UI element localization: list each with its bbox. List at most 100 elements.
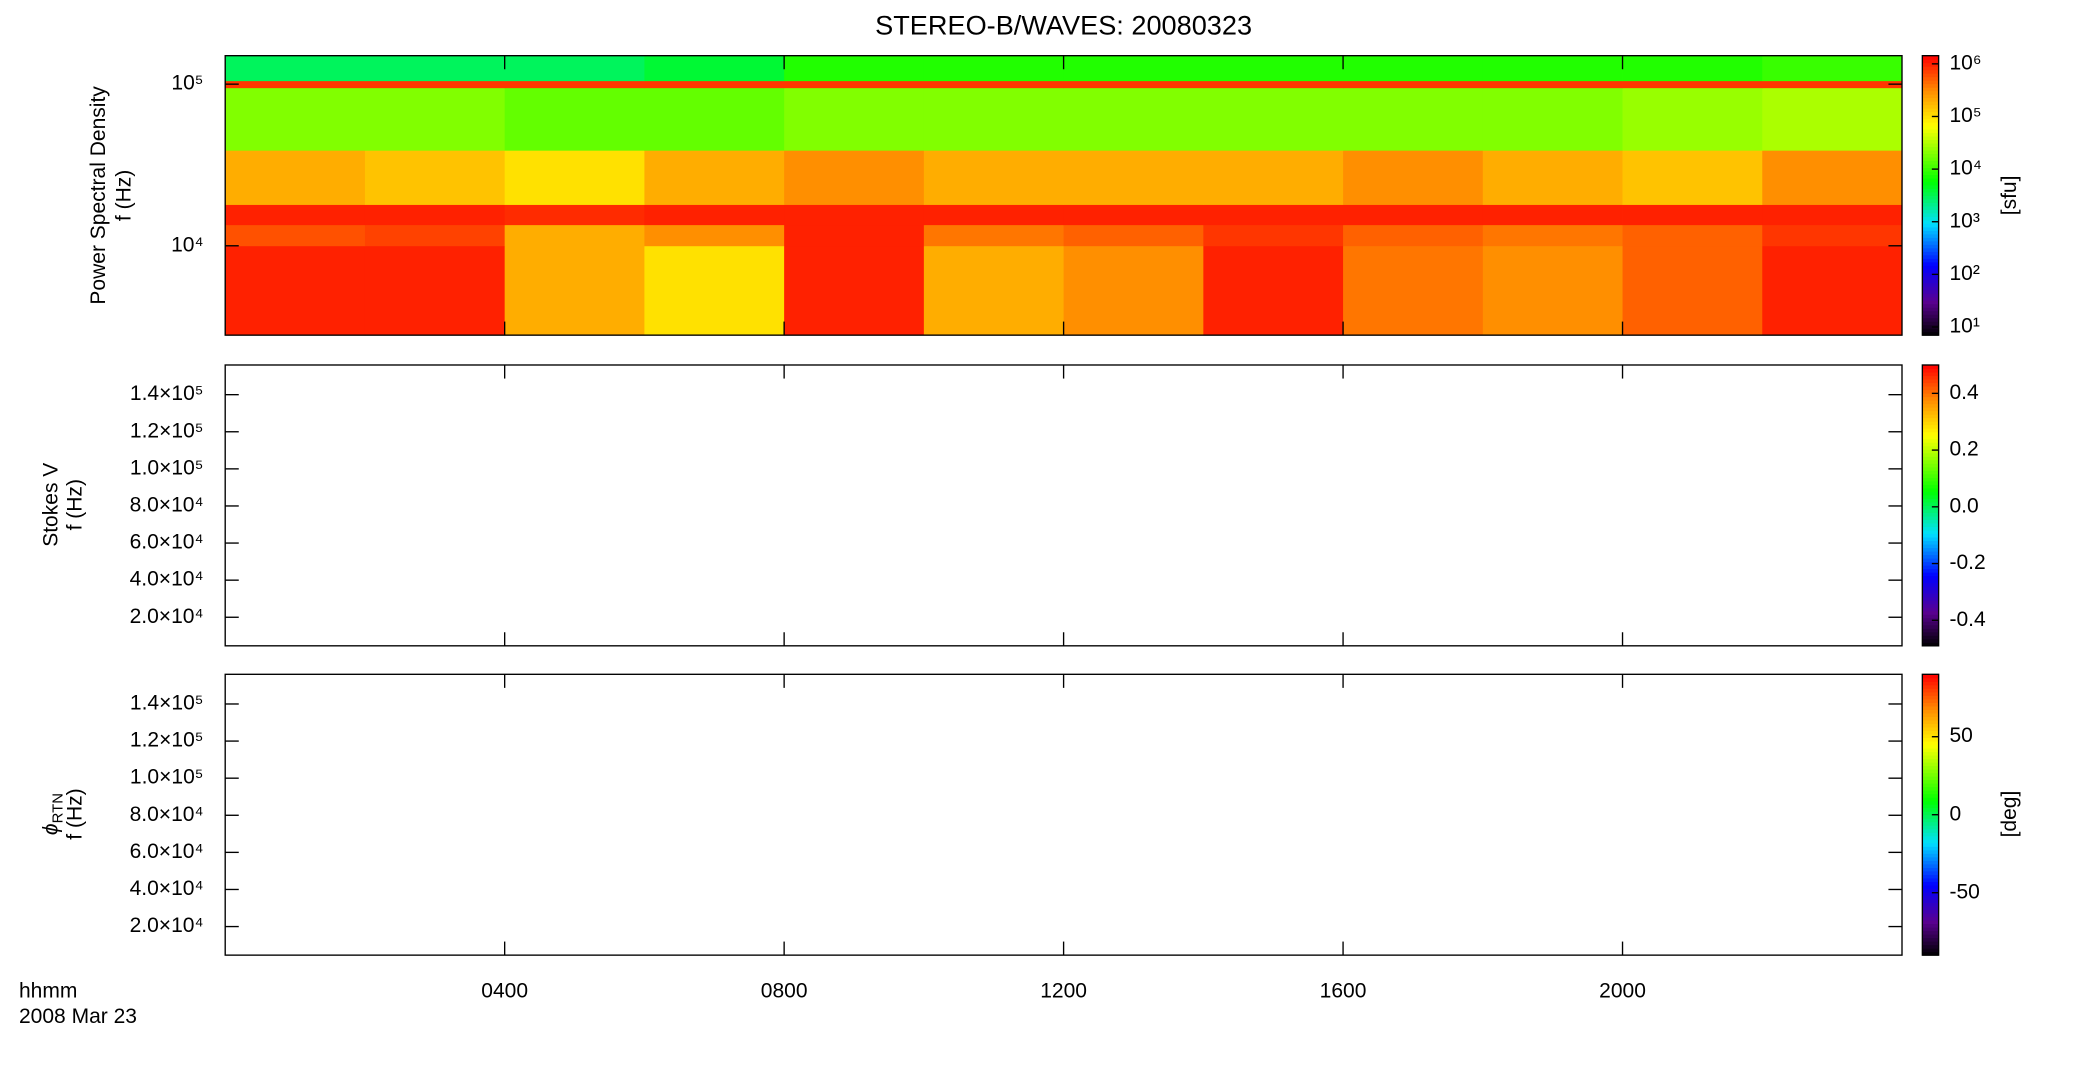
heatmap-cell bbox=[225, 55, 366, 82]
heatmap-cell bbox=[1343, 150, 1484, 205]
colorbar-swatch bbox=[1922, 712, 1939, 717]
heatmap-cell bbox=[1203, 150, 1344, 205]
plot-frame bbox=[224, 673, 1903, 956]
colorbar-swatch bbox=[1922, 705, 1939, 710]
colorbar-swatch bbox=[1922, 177, 1939, 182]
colorbar-swatch bbox=[1922, 790, 1939, 795]
colorbar-swatch bbox=[1922, 765, 1939, 770]
colorbar-swatch bbox=[1922, 934, 1939, 939]
plot-frame bbox=[224, 364, 1903, 647]
colorbar-swatch bbox=[1922, 491, 1939, 496]
colorbar-swatch bbox=[1922, 275, 1939, 280]
heatmap-cell bbox=[504, 204, 645, 226]
y-tick-label: 8.0×10⁴ bbox=[130, 494, 204, 517]
colorbar-swatch bbox=[1922, 477, 1939, 482]
colorbar-swatch bbox=[1922, 860, 1939, 865]
heatmap-cell bbox=[923, 87, 1065, 151]
colorbar-swatch bbox=[1922, 621, 1939, 626]
colorbar-swatch bbox=[1922, 554, 1939, 559]
heatmap-cell bbox=[225, 150, 366, 205]
heatmap-cell bbox=[1622, 87, 1763, 151]
heatmap-cell bbox=[225, 80, 366, 89]
colorbar-swatch bbox=[1922, 129, 1939, 134]
colorbar-tick-label: -50 bbox=[1949, 880, 1979, 903]
colorbar-swatch bbox=[1922, 723, 1939, 728]
colorbar-swatch bbox=[1922, 205, 1939, 210]
heatmap-cell bbox=[644, 55, 785, 82]
heatmap-cell bbox=[504, 150, 645, 205]
colorbar-swatch bbox=[1922, 702, 1939, 707]
heatmap-cell bbox=[1063, 204, 1204, 226]
colorbar-swatch bbox=[1922, 814, 1939, 819]
colorbar-swatch bbox=[1922, 279, 1939, 284]
colorbar-swatch bbox=[1922, 515, 1939, 520]
colorbar-swatch bbox=[1922, 487, 1939, 492]
y-tick-label: 6.0×10⁴ bbox=[130, 531, 204, 554]
colorbar-swatch bbox=[1922, 586, 1939, 591]
colorbar-swatch bbox=[1922, 368, 1939, 373]
heatmap-cell bbox=[1482, 55, 1623, 82]
colorbar-swatch bbox=[1922, 505, 1939, 510]
y-tick-label: 10⁴ bbox=[171, 233, 203, 256]
colorbar-swatch bbox=[1922, 508, 1939, 513]
heatmap-cell bbox=[504, 245, 645, 336]
colorbar-swatch bbox=[1922, 328, 1939, 333]
colorbar-swatch bbox=[1922, 181, 1939, 186]
heatmap-cell bbox=[1762, 224, 1903, 247]
colorbar-swatch bbox=[1922, 317, 1939, 322]
colorbar-swatch bbox=[1922, 758, 1939, 763]
colorbar-swatch bbox=[1922, 160, 1939, 165]
colorbar-swatch bbox=[1922, 726, 1939, 732]
colorbar-swatch bbox=[1922, 863, 1939, 868]
colorbar-swatch bbox=[1922, 296, 1939, 301]
colorbar-swatch bbox=[1922, 674, 1939, 679]
colorbar-swatch bbox=[1922, 55, 1939, 60]
colorbar-swatch bbox=[1922, 779, 1939, 784]
colorbar-swatch bbox=[1922, 741, 1939, 746]
heatmap-cell bbox=[784, 55, 925, 82]
colorbar-swatch bbox=[1922, 80, 1939, 85]
colorbar-swatch bbox=[1922, 582, 1939, 587]
colorbar-swatch bbox=[1922, 884, 1939, 889]
colorbar-swatch bbox=[1922, 170, 1939, 175]
colorbar-swatch bbox=[1922, 909, 1939, 914]
colorbar-swatch bbox=[1922, 184, 1939, 189]
colorbar-swatch bbox=[1922, 261, 1939, 266]
heatmap-cell bbox=[784, 245, 925, 336]
colorbar-swatch bbox=[1922, 226, 1939, 231]
colorbar-swatch bbox=[1922, 198, 1939, 203]
heatmap-cell bbox=[1762, 55, 1903, 82]
heatmap-cell bbox=[1203, 245, 1344, 336]
colorbar-swatch bbox=[1922, 762, 1939, 767]
colorbar-swatch bbox=[1922, 522, 1939, 528]
colorbar-swatch bbox=[1922, 438, 1939, 443]
colorbar-swatch bbox=[1922, 104, 1939, 109]
colorbar-swatch bbox=[1922, 905, 1939, 911]
colorbar-swatch bbox=[1922, 677, 1939, 682]
y-tick-label: 2.0×10⁴ bbox=[130, 605, 204, 628]
y-tick-label: 1.4×10⁵ bbox=[130, 382, 204, 405]
colorbar-swatch bbox=[1922, 895, 1939, 900]
colorbar-swatch bbox=[1922, 930, 1939, 935]
colorbar-swatch bbox=[1922, 501, 1939, 506]
colorbar-swatch bbox=[1922, 136, 1939, 141]
colorbar-swatch bbox=[1922, 920, 1939, 925]
colorbar-swatch bbox=[1922, 769, 1939, 774]
heatmap-cell bbox=[504, 87, 645, 151]
colorbar-swatch bbox=[1922, 593, 1939, 598]
colorbar-tick-label: 10² bbox=[1949, 262, 1979, 285]
colorbar-swatch bbox=[1922, 832, 1939, 837]
heatmap-cell bbox=[1622, 245, 1763, 336]
colorbar-swatch bbox=[1922, 561, 1939, 566]
heatmap-cell bbox=[1203, 80, 1344, 89]
heatmap-cell bbox=[1482, 150, 1623, 205]
y-axis-title: Stokes V bbox=[39, 463, 62, 547]
heatmap-cell bbox=[1203, 87, 1344, 151]
heatmap-cell bbox=[1762, 150, 1903, 205]
colorbar-swatch bbox=[1922, 681, 1939, 686]
colorbar-swatch bbox=[1922, 470, 1939, 475]
colorbar-swatch bbox=[1922, 364, 1939, 370]
heatmap-cell bbox=[923, 245, 1065, 336]
heatmap-cell bbox=[1622, 224, 1763, 247]
colorbar-swatch bbox=[1922, 596, 1939, 601]
